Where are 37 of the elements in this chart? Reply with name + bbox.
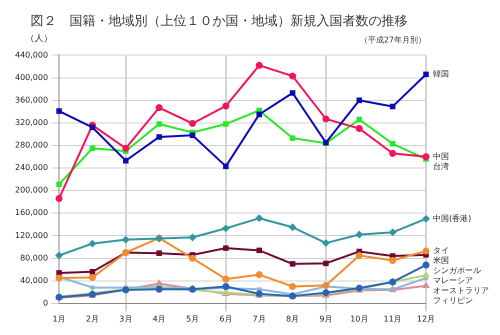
x-tick-label: 3月 (119, 314, 132, 324)
y-tick-label: 240,000 (14, 163, 48, 172)
x-tick-label: 8月 (286, 314, 300, 324)
x-tick-label: 12月 (416, 314, 436, 324)
x-tick-label: 10月 (350, 314, 368, 324)
x-tick-label: 5月 (186, 314, 200, 324)
y-tick-label: 80,000 (20, 253, 48, 262)
series-label: 中国(香港) (433, 214, 472, 223)
series-label: 中国 (433, 152, 449, 161)
y-tick-label: 280,000 (14, 140, 48, 150)
series-label: タイ (433, 246, 449, 256)
chart-subtitle: （平成27年月別） (360, 35, 426, 44)
y-tick-label: 0 (42, 298, 48, 308)
x-tick-label: 9月 (319, 314, 332, 324)
y-tick-label: 160,000 (14, 208, 48, 218)
x-tick-label: 6月 (219, 314, 232, 324)
series-label: オーストラリア (433, 286, 489, 296)
x-tick-label: 11月 (384, 314, 402, 324)
y-tick-label: 400,000 (14, 72, 48, 82)
y-tick-label: 200,000 (14, 186, 48, 195)
y-tick-label: 320,000 (14, 118, 48, 127)
series-label: シンガポール (433, 266, 481, 276)
y-tick-label: 120,000 (14, 230, 48, 240)
x-tick-label: 2月 (86, 314, 99, 324)
x-tick-label: 4月 (152, 314, 166, 324)
chart-title: 図２ 国籍・地域別（上位１０か国・地域）新規入国者数の推移 (30, 14, 408, 30)
x-tick-label: 1月 (52, 314, 66, 324)
y-tick-label: 40,000 (20, 276, 48, 285)
series-label: 米国 (433, 256, 449, 266)
series-label: 韓国 (433, 69, 449, 78)
y-tick-label: 440,000 (14, 50, 48, 60)
y-tick-label: 360,000 (14, 95, 48, 104)
y-axis-title: （人） (26, 33, 53, 44)
series-label: フィリピン (433, 296, 473, 306)
series-label: 台湾 (433, 162, 449, 171)
x-tick-label: 7月 (252, 314, 266, 324)
series-label: マレーシア (433, 276, 473, 286)
